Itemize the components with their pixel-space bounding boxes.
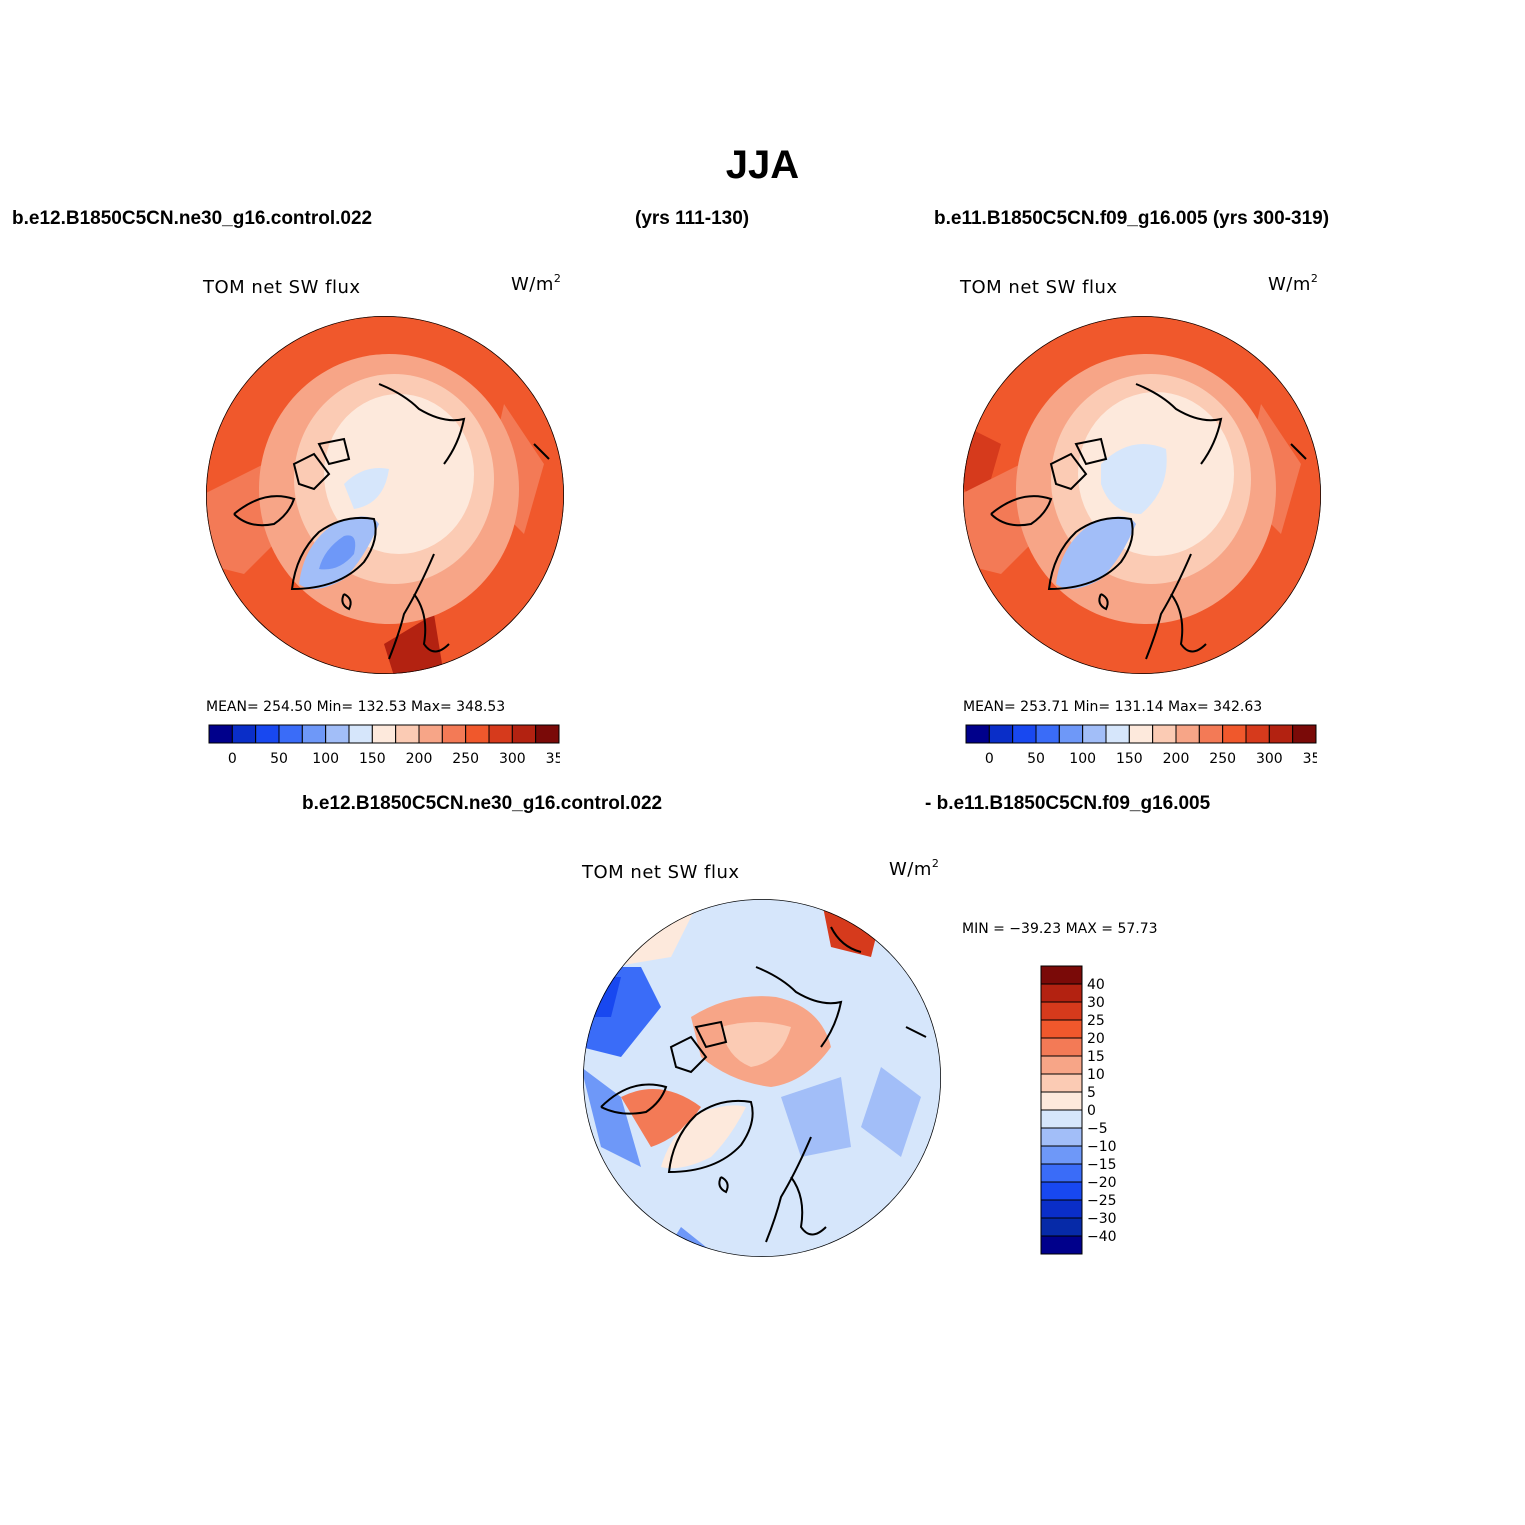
colorbar-tick-label: −40	[1087, 1229, 1117, 1245]
colorbar-swatch	[1040, 1055, 1083, 1075]
colorbar-swatch	[1040, 1217, 1083, 1237]
diff-case-a: b.e12.B1850C5CN.ne30_g16.control.022	[302, 793, 663, 814]
colorbar-swatch	[1040, 1091, 1083, 1111]
colorbar-tick-label: 0	[228, 751, 237, 767]
colorbar-swatch	[255, 724, 280, 744]
colorbar-swatch	[1292, 724, 1317, 744]
colorbar-tick-label: 250	[1209, 751, 1236, 767]
colorbar-swatch	[325, 724, 350, 744]
colorbar-swatch	[488, 724, 513, 744]
colorbar-swatch	[348, 724, 373, 744]
colorbar-swatch	[278, 724, 303, 744]
colorbar-swatch	[511, 724, 537, 744]
colorbar-swatch	[988, 724, 1014, 744]
colorbar-swatch	[1040, 1235, 1083, 1255]
colorbar-tick-label: 350	[1303, 751, 1317, 767]
colorbar-tick-label: 20	[1087, 1031, 1105, 1047]
colorbar-swatch	[1040, 1001, 1083, 1021]
colorbar-tick-label: −15	[1087, 1157, 1117, 1173]
colorbar-swatch	[371, 724, 397, 744]
colorbar-tick-label: 0	[1087, 1103, 1096, 1119]
panel2-units: W/m2	[1268, 272, 1319, 295]
colorbar-swatch	[1082, 724, 1107, 744]
colorbar-swatch	[965, 724, 990, 744]
colorbar-tick-label: 150	[359, 751, 386, 767]
colorbar-tick-label: 25	[1087, 1013, 1105, 1029]
colorbar-swatch	[1040, 1181, 1083, 1201]
main-title: JJA	[725, 143, 800, 187]
colorbar-swatch	[1175, 724, 1200, 744]
colorbar-swatch	[535, 724, 560, 744]
panel2-title: TOM net SW flux	[960, 277, 1118, 298]
colorbar-tick-label: −30	[1087, 1211, 1117, 1227]
colorbar-tick-label: 5	[1087, 1085, 1096, 1101]
colorbar-tick-label: 300	[499, 751, 526, 767]
colorbar-tick-label: 50	[270, 751, 288, 767]
colorbar-tick-label: −25	[1087, 1193, 1117, 1209]
colorbar-swatch	[1040, 1145, 1083, 1165]
colorbar-tick-label: 250	[452, 751, 479, 767]
panel2-stats: MEAN= 253.71 Min= 131.14 Max= 342.63	[963, 699, 1263, 715]
colorbar-swatch	[418, 724, 443, 744]
colorbar-tick-label: 350	[546, 751, 560, 767]
colorbar-swatch	[1040, 1199, 1083, 1219]
top-left-case-name: b.e12.B1850C5CN.ne30_g16.control.022	[12, 208, 373, 229]
colorbar-tick-label: 10	[1087, 1067, 1105, 1083]
diff-units: W/m2	[889, 857, 940, 880]
colorbar-swatch	[1105, 724, 1130, 744]
colorbar-swatch	[1198, 724, 1224, 744]
colorbar-swatch	[1040, 983, 1083, 1003]
colorbar-swatch	[1040, 1019, 1083, 1039]
colorbar-tick-label: 200	[406, 751, 433, 767]
colorbar-swatch	[1040, 1127, 1083, 1147]
diff-stats: MIN = −39.23 MAX = 57.73	[962, 921, 1158, 937]
colorbar-tick-label: 300	[1256, 751, 1283, 767]
colorbar-swatch	[1040, 1037, 1083, 1057]
colorbar-swatch	[208, 724, 233, 744]
top-left-case-years: (yrs 111-130)	[635, 208, 750, 229]
top-right-case-name: b.e11.B1850C5CN.f09_g16.005 (yrs 300-319…	[934, 208, 1330, 229]
colorbar-tick-label: −20	[1087, 1175, 1117, 1191]
colorbar-tick-label: 40	[1087, 977, 1105, 993]
colorbar-swatch	[1058, 724, 1084, 744]
colorbar-swatch	[1128, 724, 1154, 744]
panel1-title: TOM net SW flux	[203, 277, 361, 298]
panel1-units: W/m2	[511, 272, 562, 295]
panel1-colorbar: 0 50 100 150 200 250 300 350	[208, 724, 560, 767]
colorbar-swatch	[1035, 724, 1060, 744]
colorbar-swatch	[1152, 724, 1177, 744]
colorbar-tick-label: −5	[1087, 1121, 1108, 1137]
difference-polar-map	[583, 899, 941, 1257]
diff-colorbar: 40 30 25 20 15 10 5 0 −5 −10 −15 −20 −25 −30 −40	[1040, 965, 1117, 1255]
colorbar-tick-label: 30	[1087, 995, 1105, 1011]
colorbar-tick-label: 150	[1116, 751, 1143, 767]
panel2-colorbar: 0 50 100 150 200 250 300 350	[965, 724, 1317, 767]
colorbar-tick-label: 100	[312, 751, 339, 767]
colorbar-swatch	[1040, 1163, 1083, 1183]
colorbar-swatch	[1012, 724, 1037, 744]
colorbar-swatch	[1040, 965, 1083, 985]
colorbar-swatch	[1245, 724, 1270, 744]
colorbar-swatch	[395, 724, 420, 744]
colorbar-tick-label: 0	[985, 751, 994, 767]
colorbar-swatch	[1268, 724, 1294, 744]
colorbar-swatch	[1040, 1109, 1083, 1129]
colorbar-tick-label: 15	[1087, 1049, 1105, 1065]
colorbar-swatch	[441, 724, 467, 744]
colorbar-tick-label: 200	[1163, 751, 1190, 767]
colorbar-swatch	[465, 724, 490, 744]
colorbar-tick-label: −10	[1087, 1139, 1117, 1155]
colorbar-tick-label: 100	[1069, 751, 1096, 767]
colorbar-swatch	[1040, 1073, 1083, 1093]
diff-case-b: - b.e11.B1850C5CN.f09_g16.005	[925, 793, 1211, 814]
panel1-stats: MEAN= 254.50 Min= 132.53 Max= 348.53	[206, 699, 506, 715]
colorbar-swatch	[1222, 724, 1247, 744]
diff-title: TOM net SW flux	[582, 862, 740, 883]
colorbar-swatch	[231, 724, 257, 744]
colorbar-swatch	[301, 724, 327, 744]
panel2-polar-map	[963, 316, 1321, 674]
panel1-polar-map	[206, 316, 564, 674]
colorbar-tick-label: 50	[1027, 751, 1045, 767]
